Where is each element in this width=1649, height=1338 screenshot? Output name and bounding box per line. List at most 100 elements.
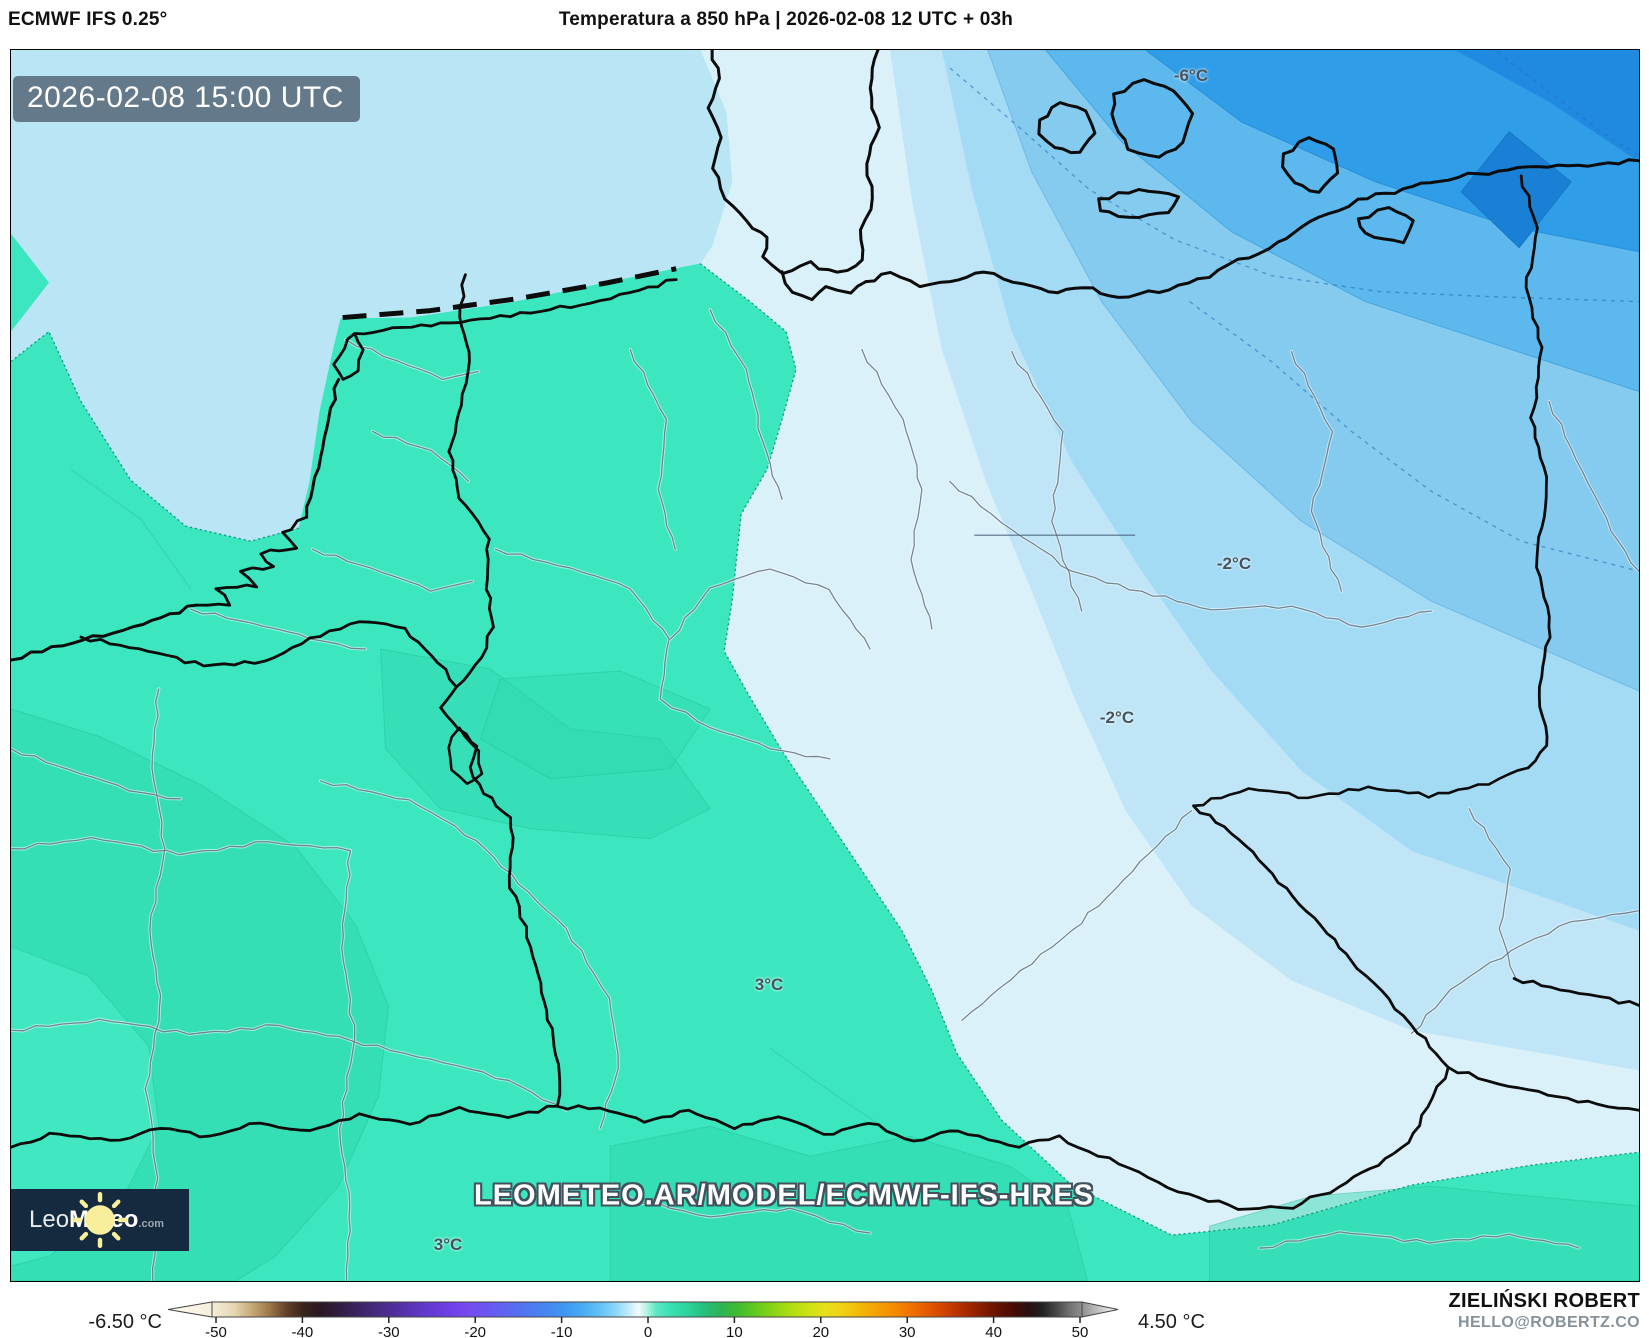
page-title: Temperatura a 850 hPa | 2026-02-08 12 UT… (558, 9, 1014, 30)
sea-region (11, 50, 733, 542)
admin-borders-path (494, 548, 670, 700)
colorbar-min-label: -6.50 °C (88, 1311, 162, 1333)
temperature-bands (11, 50, 1639, 1281)
teal-land (11, 263, 1639, 1281)
country-borders-coastlines-path (1446, 1065, 1639, 1112)
admin-borders-path (629, 348, 676, 550)
temp-label: 3°C (754, 975, 784, 994)
band-7 (1455, 50, 1639, 162)
country-borders-coastlines-path (780, 270, 868, 302)
colorbar-tick-label: -50 (205, 1324, 227, 1338)
country-borders-coastlines-path (1192, 766, 1530, 808)
teal-notch (11, 233, 49, 332)
colorbar-tick-label: -20 (464, 1324, 486, 1338)
admin-borders-path (11, 1018, 352, 1042)
country-borders-coastlines (11, 50, 1639, 1211)
country-borders-coastlines-path (447, 273, 495, 629)
colorbar-right-arrow (1081, 1301, 1119, 1318)
admin-borders (11, 308, 1639, 1281)
colorbar-tick-label: 50 (1072, 1324, 1089, 1338)
admin-borders-path (709, 308, 783, 500)
colorbar-tick-label: 30 (899, 1324, 916, 1338)
teal-texture-patches (11, 468, 1639, 1281)
country-borders-coastlines-path (11, 1104, 559, 1149)
admin-borders-path (11, 748, 182, 800)
country-borders-coastlines-path (305, 377, 341, 519)
country-borders-coastlines-path (1192, 804, 1450, 1069)
country-borders-coastlines-path (332, 332, 365, 381)
admin-borders-path (861, 348, 933, 630)
admin-borders-path (1011, 350, 1083, 612)
country-borders-coastlines-path (11, 603, 199, 662)
admin-borders-path (1468, 808, 1517, 980)
country-borders-coastlines-path (1512, 977, 1639, 1007)
logo-tld: .com (138, 1218, 165, 1230)
country-borders-coastlines-path (1037, 101, 1097, 155)
colorbar-tick-label: -10 (551, 1324, 573, 1338)
timestamp-badge: 2026-02-08 15:00 UTC (13, 76, 360, 122)
leometeo-logo: LeoMeteo.com (11, 1189, 189, 1251)
admin-borders-path (629, 1197, 871, 1234)
temp-label: -6°C (1173, 66, 1209, 85)
admin-borders-path (190, 608, 367, 650)
country-borders-coastlines-path (439, 625, 521, 909)
country-borders-coastlines-path (79, 620, 458, 689)
country-borders-coastlines-path (1110, 78, 1195, 159)
temp-label: -2°C (1099, 708, 1135, 727)
colorbar-left-arrow (167, 1301, 213, 1318)
country-borders-coastlines-path (706, 50, 881, 276)
colorbar-tick-label: -30 (378, 1324, 400, 1338)
admin-borders-path (565, 927, 619, 1129)
logo-leo: Leo (29, 1206, 70, 1233)
colorbar-tick-label: 20 (812, 1324, 829, 1338)
colorbar-tick-label: 10 (726, 1324, 743, 1338)
country-borders-coastlines-path (1356, 206, 1415, 245)
country-borders-coastlines-path (1281, 136, 1340, 194)
temperature-map: 2026-02-08 15:00 UTC LEOMETEO.AR/MODEL/E… (10, 49, 1640, 1282)
admin-borders-path (11, 836, 352, 856)
admin-borders-path (371, 430, 470, 482)
admin-borders-path (349, 1039, 567, 1111)
colorbar-tick-label: 0 (644, 1324, 652, 1338)
admin-borders-path (319, 780, 567, 930)
contact-credit: HELLO@ROBERTZ.CO (1458, 1314, 1640, 1331)
admin-borders-path (1140, 590, 1432, 628)
country-borders-coastlines-path (1097, 187, 1181, 220)
colorbar-tick-label: -40 (292, 1324, 314, 1338)
country-borders-coastlines-path (195, 515, 309, 607)
admin-borders-path (659, 698, 831, 760)
colorbar-tick-label: 40 (985, 1324, 1002, 1338)
watermark-text: LEOMETEO.AR/MODEL/ECMWF-IFS-HRES (473, 1179, 1095, 1212)
admin-borders-path (669, 568, 871, 650)
colorbar-max-label: 4.50 °C (1138, 1311, 1205, 1333)
admin-borders-path (144, 688, 166, 1281)
cold-contours-dashed (949, 51, 1639, 572)
temp-label: -2°C (1216, 554, 1252, 573)
admin-borders-path (311, 548, 474, 592)
admin-borders-path (1548, 400, 1639, 572)
country-borders-coastlines-path (1519, 174, 1552, 770)
admin-borders-path (338, 850, 356, 1281)
temp-label: 3°C (433, 1235, 463, 1254)
country-borders-coastlines-path (864, 158, 1639, 299)
colorbar-ticks: -50 -40 -30 -20 -10 0 10 20 30 40 50 (205, 1317, 1088, 1338)
map-canvas (11, 50, 1639, 1281)
admin-borders-path (1410, 909, 1639, 1035)
country-borders-coastlines-path (555, 1065, 1450, 1211)
admin-borders-path (949, 480, 1143, 592)
band-corner-diamond (1460, 131, 1572, 249)
author-credit: ZIELIŃSKI ROBERT (1448, 1290, 1640, 1312)
colorbar-gradient-bar (211, 1301, 1083, 1318)
country-borders-coastlines-path (447, 726, 484, 786)
sun-icon (71, 1191, 129, 1249)
admin-borders-path (1290, 350, 1343, 592)
admin-borders-path (961, 810, 1193, 1022)
zero-contour-dotted (11, 263, 1639, 1236)
admin-borders-path (344, 338, 480, 381)
admin-borders-path (1258, 1231, 1580, 1249)
country-borders-coastlines-path (353, 278, 678, 336)
country-borders-coastlines-path (517, 905, 562, 1108)
colorbar: -50 -40 -30 -20 -10 0 10 20 30 40 50 -6.50 °C 4.50… (88, 1301, 1205, 1338)
country-borders-coastlines-path (342, 266, 677, 321)
